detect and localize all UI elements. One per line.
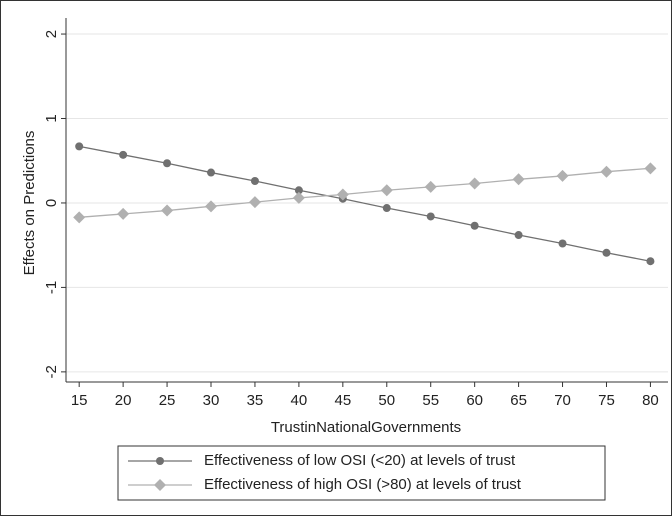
marker	[163, 159, 172, 168]
marker	[556, 169, 569, 182]
marker	[382, 204, 391, 213]
y-tick-label: 1	[43, 114, 60, 122]
marker	[75, 142, 84, 151]
marker	[248, 196, 261, 209]
marker	[470, 221, 479, 230]
y-tick-label: -1	[43, 281, 60, 294]
series-line	[79, 145, 651, 262]
marker	[336, 188, 349, 201]
marker	[292, 191, 305, 204]
legend-label: Effectiveness of high OSI (>80) at level…	[204, 476, 522, 493]
y-tick-label: -2	[43, 365, 60, 378]
marker	[73, 211, 86, 224]
x-tick-label: 20	[115, 392, 132, 409]
marker	[646, 257, 655, 266]
x-axis-title: TrustinNationalGovernments	[271, 419, 461, 436]
marker	[644, 162, 657, 175]
marker	[558, 239, 567, 248]
x-tick-label: 60	[466, 392, 483, 409]
marker	[424, 180, 437, 193]
marker	[602, 248, 611, 257]
x-tick-label: 75	[598, 392, 615, 409]
marker	[468, 177, 481, 190]
legend-marker	[156, 457, 164, 465]
marker	[250, 176, 259, 185]
x-tick-label: 70	[554, 392, 571, 409]
marker	[600, 165, 613, 178]
marker	[514, 231, 523, 240]
legend-label: Effectiveness of low OSI (<20) at levels…	[204, 452, 516, 469]
x-tick-label: 15	[71, 392, 88, 409]
x-tick-label: 55	[422, 392, 439, 409]
marker	[294, 186, 303, 195]
legend-marker	[154, 479, 166, 491]
marker	[205, 200, 218, 213]
x-tick-label: 25	[159, 392, 176, 409]
x-tick-label: 50	[378, 392, 395, 409]
marker	[426, 212, 435, 221]
y-tick-label: 2	[43, 30, 60, 38]
x-tick-label: 80	[642, 392, 659, 409]
marker	[117, 207, 130, 220]
marker	[161, 204, 174, 217]
x-tick-label: 45	[334, 392, 351, 409]
series-line	[79, 167, 651, 218]
y-axis-title: Effects on Predictions	[21, 131, 38, 276]
x-tick-label: 35	[247, 392, 264, 409]
x-tick-label: 30	[203, 392, 220, 409]
marker	[380, 184, 393, 197]
x-tick-label: 65	[510, 392, 527, 409]
marker	[119, 150, 128, 159]
marker	[512, 173, 525, 186]
y-tick-label: 0	[43, 199, 60, 207]
marker	[207, 168, 216, 177]
x-tick-label: 40	[291, 392, 308, 409]
legend-box	[117, 445, 606, 501]
